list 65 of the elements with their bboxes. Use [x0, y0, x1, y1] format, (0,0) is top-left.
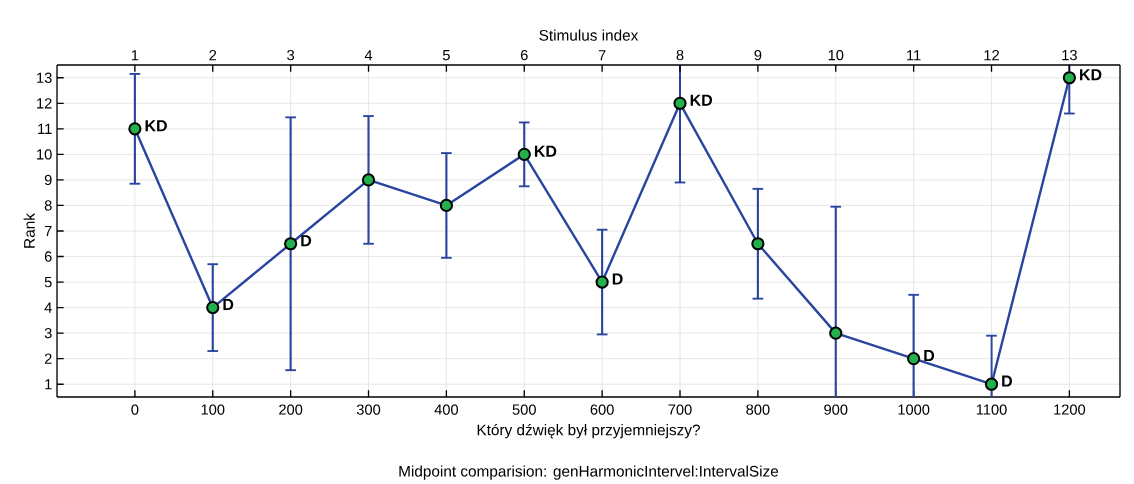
y-tick-label: 4 [44, 302, 52, 313]
y-tick-label: 7 [44, 225, 52, 237]
x-tick-label: 1200 [1054, 404, 1086, 415]
x2-tick-label: 1 [131, 50, 139, 61]
point [984, 377, 999, 391]
point [595, 275, 609, 289]
x2-tick-label: 8 [676, 49, 684, 61]
x-tick-label: 300 [356, 404, 381, 415]
x2-tick-label: 5 [442, 50, 450, 61]
x-tick-label: 700 [668, 404, 692, 415]
point [128, 122, 142, 136]
y-tick-label: 11 [38, 123, 52, 134]
annotation: KD [690, 94, 713, 106]
x2-tick-label: 10 [828, 49, 844, 61]
point [751, 237, 765, 251]
text: Midpoint comparision: genHarmonicIntervel:IntervalSize [399, 465, 779, 480]
x2-tick-label: 9 [754, 49, 762, 61]
point [907, 352, 921, 366]
annotation: KD [534, 145, 557, 157]
x-axis-title: Który dźwięk był przyjemniejszy? [477, 423, 700, 439]
x2-tick-label: 13 [1062, 49, 1077, 61]
y-tick-label: 10 [37, 149, 52, 160]
x-tick-label: 200 [279, 404, 303, 415]
y-tick-label: 6 [44, 251, 52, 262]
x-tick-label: 0 [131, 404, 139, 415]
x2-tick-label: 4 [364, 50, 373, 61]
y-tick-label: 13 [37, 72, 52, 83]
x-tick-label: 100 [201, 404, 225, 415]
annotation: KD [145, 120, 167, 132]
annotation: D [223, 299, 234, 310]
annotation: D [301, 235, 312, 247]
point [1062, 71, 1076, 85]
point [439, 198, 453, 213]
y-tick-label: 1 [45, 379, 52, 390]
y-tick-label: 3 [44, 327, 52, 339]
x-tick-label: 400 [434, 404, 459, 415]
x-tick-label: 500 [512, 404, 536, 415]
x-tick-label: 1100 [976, 404, 1007, 415]
y-tick-label: 9 [44, 174, 52, 186]
y-tick-label: 12 [37, 98, 52, 109]
point [829, 326, 843, 340]
x2-tick-label: 2 [209, 50, 217, 61]
x2-tick-label: 3 [287, 49, 295, 61]
point [206, 301, 220, 315]
x-tick-label: 1000 [898, 404, 930, 415]
y-tick-label: 8 [44, 200, 52, 211]
y-tick-label: 5 [44, 276, 52, 288]
x2-tick-label: 6 [520, 49, 528, 61]
annotation: D [612, 273, 623, 285]
point [284, 237, 298, 251]
x2-tick-label: 7 [598, 50, 606, 61]
x-tick-label: 800 [746, 404, 770, 415]
annotation: KD [1080, 69, 1102, 81]
x2-axis-title: Stimulus index [539, 29, 639, 41]
annotation: D [1002, 375, 1012, 387]
x2-tick-label: 11 [907, 50, 921, 61]
point [361, 173, 376, 187]
point [673, 96, 687, 110]
x-tick-label: 600 [590, 404, 614, 415]
x-tick-label: 900 [824, 404, 848, 415]
point [517, 147, 531, 161]
annotation: D [924, 350, 935, 362]
y-axis-title: Rank [23, 213, 35, 248]
x2-tick-label: 12 [984, 50, 999, 61]
y-tick-label: 2 [44, 353, 52, 364]
